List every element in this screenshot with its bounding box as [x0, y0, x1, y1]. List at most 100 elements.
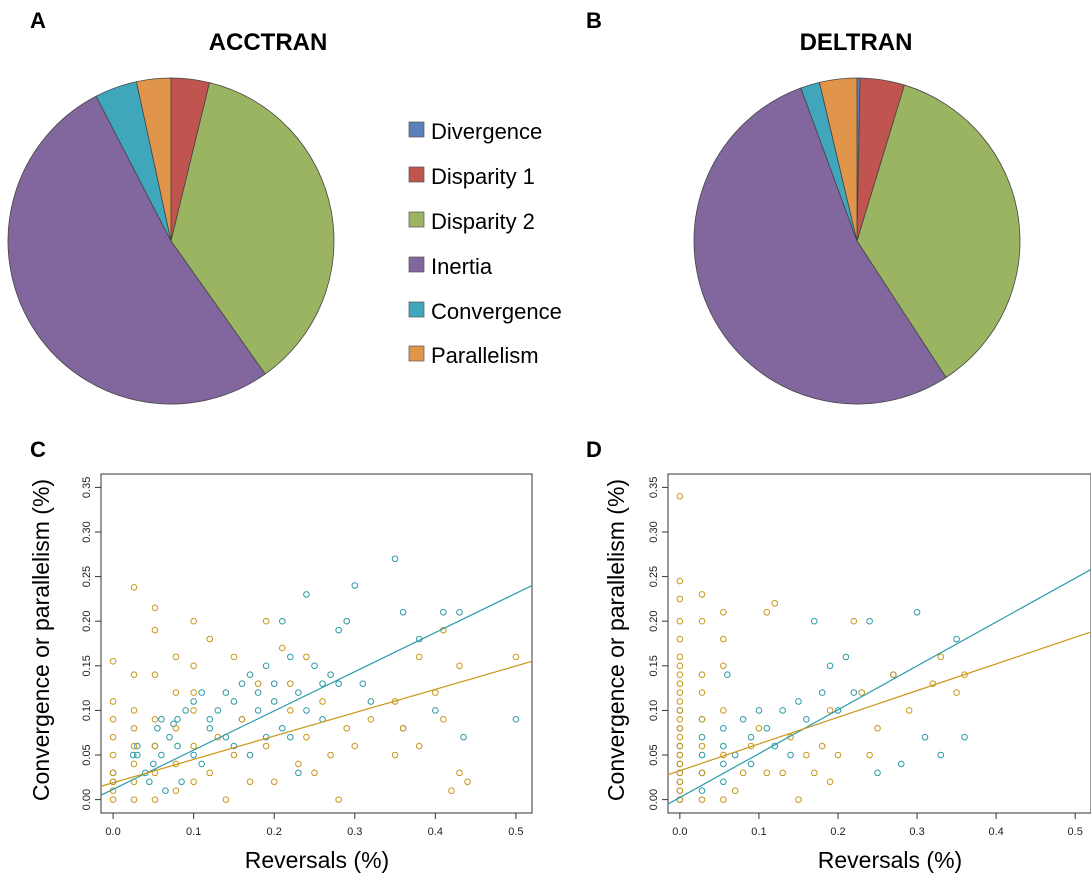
- scatter-c-point: [172, 653, 180, 661]
- scatter-d-point: [953, 635, 960, 643]
- scatter-d-point: [842, 653, 850, 661]
- scatter-d-point: [739, 769, 747, 777]
- scatter-d-point: [874, 769, 881, 777]
- scatter-d-point: [698, 751, 706, 759]
- scatter-c-point: [287, 707, 294, 714]
- scatter-d-point: [720, 760, 727, 768]
- scatter-d-y-tick-label: 0.05: [648, 744, 660, 765]
- scatter-d-point: [720, 724, 727, 732]
- scatter-c-point: [246, 751, 254, 759]
- scatter-d-point: [953, 689, 960, 696]
- scatter-d-point: [961, 671, 968, 679]
- panel-label-a: A: [30, 8, 46, 33]
- scatter-c-point: [151, 671, 159, 679]
- scatter-c-point: [456, 662, 463, 670]
- scatter-d-point: [676, 671, 684, 679]
- scatter-d-point: [698, 716, 706, 723]
- pie-b-slice-disparity-2: [856, 84, 1021, 379]
- scatter-d-plot-frame: [667, 473, 1091, 814]
- scatter-c-trend-line: [100, 584, 533, 796]
- scatter-d-point: [771, 600, 779, 607]
- scatter-c-ylabel: Convergence or parallelism (%): [28, 479, 54, 801]
- scatter-c-point: [206, 724, 214, 732]
- scatter-c-point: [335, 680, 342, 687]
- scatter-c-point: [335, 796, 342, 803]
- scatter-d-point: [698, 796, 706, 803]
- scatter-d-point: [676, 778, 684, 786]
- pie-chart-b: [693, 77, 1021, 405]
- scatter-c-point: [130, 796, 138, 803]
- scatter-c-point: [287, 653, 294, 661]
- scatter-c-trend-line: [100, 660, 533, 787]
- scatter-d-point: [937, 751, 945, 759]
- scatter-c-point: [456, 608, 463, 616]
- scatter-d-point: [747, 760, 755, 768]
- scatter-c-point: [254, 680, 262, 687]
- scatter-d-point: [795, 698, 802, 705]
- scatter-c-point: [172, 724, 180, 732]
- scatter-d-point: [763, 608, 771, 616]
- scatter-c-point: [198, 760, 206, 768]
- scatter-d-x-tick-label: 0.0: [672, 826, 687, 838]
- scatter-d-point: [676, 617, 684, 625]
- scatter-d-point: [834, 707, 842, 714]
- scatter-d-point: [676, 707, 684, 714]
- scatter-d-point: [698, 617, 706, 625]
- scatter-c-point: [295, 769, 302, 777]
- scatter-c-point: [206, 716, 214, 723]
- panel-label-d: D: [586, 437, 602, 462]
- scatter-d-point: [676, 742, 684, 750]
- scatter-c-y-tick-label: 0.00: [81, 789, 93, 810]
- scatter-c-point: [174, 742, 181, 750]
- pie-b-slice-inertia: [693, 87, 947, 405]
- scatter-c-point: [278, 724, 286, 732]
- scatter-c-x-tick-label: 0.3: [347, 826, 362, 838]
- scatter-d-point: [747, 733, 755, 741]
- scatter-c-point: [303, 653, 310, 661]
- scatter-c-point: [311, 662, 318, 670]
- scatter-c-point: [206, 769, 214, 777]
- scatter-d-point: [826, 707, 834, 714]
- scatter-c-point: [246, 671, 254, 679]
- scatter-c-point: [172, 689, 180, 696]
- scatter-d-point: [676, 751, 684, 759]
- scatter-c-point: [190, 751, 197, 759]
- scatter-c-point: [254, 707, 262, 714]
- scatter-c-point: [295, 760, 302, 768]
- scatter-c-point: [440, 716, 447, 723]
- scatter-c-point: [150, 760, 157, 768]
- scatter-c-point: [230, 698, 238, 705]
- scatter-d-point: [866, 751, 873, 759]
- scatter-d-point: [803, 716, 810, 723]
- scatter-d-point: [810, 617, 818, 625]
- scatter-d-point: [676, 662, 684, 670]
- scatter-c-point: [456, 769, 463, 777]
- scatter-d-point: [720, 796, 727, 803]
- scatter-c-point: [295, 689, 302, 696]
- scatter-c-point: [151, 626, 159, 634]
- scatter-d-point: [763, 769, 771, 777]
- scatter-d-point: [739, 716, 747, 723]
- scatter-c-point: [190, 778, 197, 786]
- scatter-d-point: [720, 778, 727, 786]
- scatter-d-point: [676, 787, 684, 794]
- scatter-c-point: [130, 671, 138, 679]
- legend-swatch-convergence: [408, 301, 425, 318]
- scatter-c-point: [172, 787, 180, 794]
- scatter-d-x-tick-label: 0.3: [909, 826, 924, 838]
- scatter-plot-d: 0.0 0.1 0.2 0.3 0.4 0.5 0.00 0.05 0.10 0.15 0.20 0.…: [648, 473, 1091, 838]
- scatter-c-point: [303, 707, 310, 714]
- scatter-d-x-tick-label: 0.5: [1068, 826, 1083, 838]
- scatter-c-y-tick-label: 0.25: [81, 566, 93, 587]
- scatter-d-x-tick-label: 0.4: [988, 826, 1003, 838]
- scatter-c-point: [230, 653, 238, 661]
- scatter-c-point: [230, 742, 238, 750]
- pie-a-slice-disparity-2: [170, 82, 335, 375]
- scatter-d-ylabel: Convergence or parallelism (%): [603, 479, 629, 801]
- pie-a-title: ACCTRAN: [209, 29, 328, 56]
- scatter-c-point: [391, 751, 399, 759]
- scatter-d-point: [929, 680, 937, 687]
- scatter-d-point: [818, 689, 826, 696]
- scatter-d-point: [834, 751, 842, 759]
- scatter-d-point: [890, 671, 897, 679]
